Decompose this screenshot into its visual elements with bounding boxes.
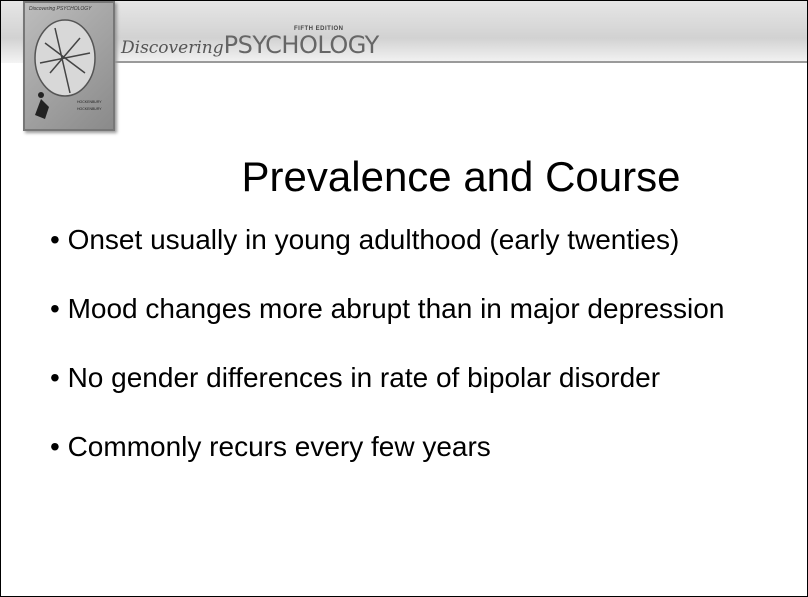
cover-title: Discovering PSYCHOLOGY	[29, 6, 92, 12]
bullet: • No gender differences in rate of bipol…	[50, 362, 661, 393]
bullet: • Onset usually in young adulthood (earl…	[50, 224, 680, 255]
bullet: • Mood changes more abrupt than in major…	[50, 293, 725, 324]
cover-author: HOCKENBURY	[77, 100, 102, 104]
book-cover: Discovering PSYCHOLOGY HOCKENBURY HOCKEN…	[23, 1, 115, 131]
edition-label: FIFTH EDITION	[294, 26, 344, 32]
brand-script: Discovering	[121, 38, 224, 58]
brand-name: PSYCHOLOGY	[223, 31, 380, 59]
header-band	[1, 1, 807, 63]
cover-art	[34, 19, 96, 119]
bullet-list: • Onset usually in young adulthood (earl…	[50, 223, 780, 499]
cover-author: HOCKENBURY	[77, 107, 102, 111]
slide-title: Prevalence and Course	[241, 153, 681, 200]
brand: DiscoveringPSYCHOLOGY	[121, 31, 379, 59]
bullet: • Commonly recurs every few years	[50, 431, 491, 462]
header-rule	[111, 61, 807, 63]
